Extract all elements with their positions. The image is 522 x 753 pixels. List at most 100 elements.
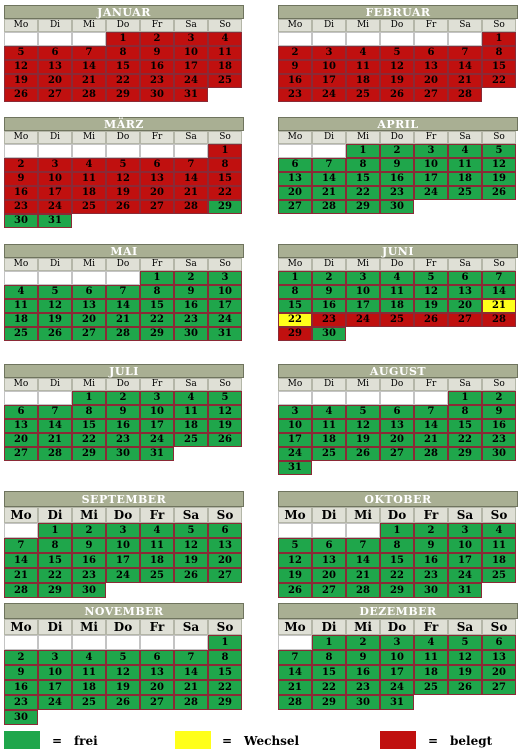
day-cell[interactable]: 2 xyxy=(140,32,174,46)
day-cell[interactable]: 17 xyxy=(38,680,72,695)
day-cell[interactable]: 4 xyxy=(380,271,414,285)
day-cell[interactable]: 14 xyxy=(38,419,72,433)
day-cell[interactable]: 12 xyxy=(278,553,312,568)
day-cell[interactable]: 28 xyxy=(278,695,312,710)
day-cell[interactable]: 3 xyxy=(380,635,414,650)
day-cell[interactable]: 22 xyxy=(208,186,242,200)
day-cell[interactable]: 19 xyxy=(174,553,208,568)
day-cell[interactable]: 24 xyxy=(38,695,72,710)
day-cell[interactable]: 7 xyxy=(4,538,38,553)
day-cell[interactable]: 26 xyxy=(38,327,72,341)
day-cell[interactable]: 31 xyxy=(38,214,72,228)
day-cell[interactable]: 18 xyxy=(208,60,242,74)
day-cell[interactable]: 7 xyxy=(414,405,448,419)
day-cell[interactable]: 9 xyxy=(106,405,140,419)
day-cell[interactable]: 20 xyxy=(140,186,174,200)
day-cell[interactable]: 30 xyxy=(380,200,414,214)
day-cell[interactable]: 1 xyxy=(278,271,312,285)
day-cell[interactable]: 15 xyxy=(38,553,72,568)
day-cell[interactable]: 18 xyxy=(414,665,448,680)
day-cell[interactable]: 4 xyxy=(208,32,242,46)
day-cell[interactable]: 28 xyxy=(346,583,380,598)
day-cell[interactable]: 4 xyxy=(72,158,106,172)
day-cell[interactable]: 4 xyxy=(312,405,346,419)
day-cell[interactable]: 4 xyxy=(482,523,516,538)
day-cell[interactable]: 7 xyxy=(346,538,380,553)
day-cell[interactable]: 13 xyxy=(140,665,174,680)
day-cell[interactable]: 2 xyxy=(72,523,106,538)
day-cell[interactable]: 11 xyxy=(482,538,516,553)
day-cell[interactable]: 11 xyxy=(72,172,106,186)
day-cell[interactable]: 14 xyxy=(346,553,380,568)
day-cell[interactable]: 20 xyxy=(448,299,482,313)
day-cell[interactable]: 30 xyxy=(312,327,346,341)
day-cell[interactable]: 16 xyxy=(174,299,208,313)
day-cell[interactable]: 15 xyxy=(208,172,242,186)
day-cell[interactable]: 11 xyxy=(4,299,38,313)
day-cell[interactable]: 13 xyxy=(38,60,72,74)
day-cell[interactable]: 8 xyxy=(208,650,242,665)
day-cell[interactable]: 25 xyxy=(208,74,242,88)
day-cell[interactable]: 12 xyxy=(38,299,72,313)
day-cell[interactable]: 31 xyxy=(208,327,242,341)
day-cell[interactable]: 13 xyxy=(4,419,38,433)
day-cell[interactable]: 17 xyxy=(312,74,346,88)
day-cell[interactable]: 22 xyxy=(312,680,346,695)
day-cell[interactable]: 17 xyxy=(208,299,242,313)
day-cell[interactable]: 26 xyxy=(346,447,380,461)
day-cell[interactable]: 10 xyxy=(38,665,72,680)
day-cell[interactable]: 29 xyxy=(380,583,414,598)
day-cell[interactable]: 4 xyxy=(346,46,380,60)
day-cell[interactable]: 1 xyxy=(380,523,414,538)
day-cell[interactable]: 28 xyxy=(4,583,38,598)
day-cell[interactable]: 18 xyxy=(380,299,414,313)
day-cell[interactable]: 12 xyxy=(448,650,482,665)
day-cell[interactable]: 20 xyxy=(38,74,72,88)
day-cell[interactable]: 5 xyxy=(414,271,448,285)
day-cell[interactable]: 13 xyxy=(414,60,448,74)
day-cell[interactable]: 16 xyxy=(414,553,448,568)
day-cell[interactable]: 25 xyxy=(312,447,346,461)
day-cell[interactable]: 25 xyxy=(482,568,516,583)
day-cell[interactable]: 17 xyxy=(174,60,208,74)
day-cell[interactable]: 25 xyxy=(4,327,38,341)
day-cell[interactable]: 6 xyxy=(414,46,448,60)
day-cell[interactable]: 8 xyxy=(346,158,380,172)
day-cell[interactable]: 14 xyxy=(174,172,208,186)
day-cell[interactable]: 24 xyxy=(346,313,380,327)
day-cell[interactable]: 27 xyxy=(278,200,312,214)
day-cell[interactable]: 4 xyxy=(140,523,174,538)
day-cell[interactable]: 21 xyxy=(448,74,482,88)
day-cell[interactable]: 8 xyxy=(140,285,174,299)
day-cell[interactable]: 19 xyxy=(278,568,312,583)
day-cell[interactable]: 28 xyxy=(174,200,208,214)
day-cell[interactable]: 24 xyxy=(278,447,312,461)
day-cell[interactable]: 14 xyxy=(414,419,448,433)
day-cell[interactable]: 26 xyxy=(106,695,140,710)
day-cell[interactable]: 20 xyxy=(482,665,516,680)
day-cell[interactable]: 20 xyxy=(4,433,38,447)
day-cell[interactable]: 14 xyxy=(278,665,312,680)
day-cell[interactable]: 1 xyxy=(140,271,174,285)
day-cell[interactable]: 8 xyxy=(312,650,346,665)
day-cell[interactable]: 16 xyxy=(346,665,380,680)
day-cell[interactable]: 31 xyxy=(380,695,414,710)
day-cell[interactable]: 9 xyxy=(140,46,174,60)
day-cell[interactable]: 7 xyxy=(482,271,516,285)
day-cell[interactable]: 5 xyxy=(174,523,208,538)
day-cell[interactable]: 22 xyxy=(140,313,174,327)
day-cell[interactable]: 25 xyxy=(414,680,448,695)
day-cell[interactable]: 26 xyxy=(174,568,208,583)
day-cell[interactable]: 29 xyxy=(208,695,242,710)
day-cell[interactable]: 30 xyxy=(174,327,208,341)
day-cell[interactable]: 14 xyxy=(482,285,516,299)
day-cell[interactable]: 23 xyxy=(380,186,414,200)
day-cell[interactable]: 8 xyxy=(106,46,140,60)
day-cell[interactable]: 3 xyxy=(38,158,72,172)
day-cell[interactable]: 15 xyxy=(208,665,242,680)
day-cell[interactable]: 27 xyxy=(72,327,106,341)
day-cell[interactable]: 20 xyxy=(278,186,312,200)
day-cell[interactable]: 24 xyxy=(448,568,482,583)
day-cell[interactable]: 2 xyxy=(346,635,380,650)
day-cell[interactable]: 27 xyxy=(140,695,174,710)
